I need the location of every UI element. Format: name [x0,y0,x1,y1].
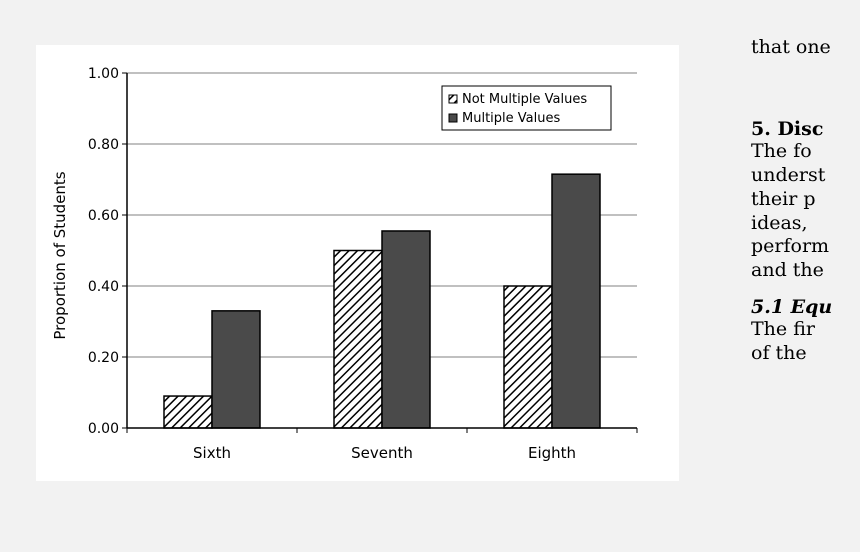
y-tick-label: 0.80 [88,137,119,153]
y-tick-label: 1.00 [88,66,119,82]
x-tick-label: Eighth [528,444,576,462]
text-line: of the [751,342,807,364]
bar-multiple [381,230,431,429]
legend-label: Not Multiple Values [462,92,587,107]
text-line: their p [751,188,816,210]
text-line: underst [751,164,826,186]
text-line: and the [751,259,824,281]
bars [163,173,601,429]
legend: Not Multiple Values Multiple Values [441,85,612,131]
bar-multiple [551,173,601,429]
y-tick-label: 0.00 [88,421,119,437]
bar-not-multiple [503,285,553,429]
axes: 0.00 0.20 0.40 0.60 0.80 1.00 Sixth Seventh Eigh… [51,66,638,462]
text-line: ideas, [751,212,808,234]
y-tick-label: 0.60 [88,208,119,224]
bar-not-multiple [333,249,383,429]
subsection-heading: 5.1 Equ [751,296,833,318]
y-tick-label: 0.40 [88,279,119,295]
chart-panel: 0.00 0.20 0.40 0.60 0.80 1.00 Sixth Seventh Eigh… [36,45,679,481]
text-line: The fo [751,140,812,162]
y-tick-label: 0.20 [88,350,119,366]
x-tick-label: Seventh [351,444,413,462]
section-heading: 5. Disc [751,118,824,140]
y-axis-label: Proportion of Students [51,171,69,339]
bar-not-multiple [163,395,213,429]
bar-multiple [211,310,261,429]
text-line: The fir [751,318,815,340]
bar-chart: 0.00 0.20 0.40 0.60 0.80 1.00 Sixth Seventh Eigh… [51,66,638,462]
legend-swatch [448,113,458,123]
x-tick-label: Sixth [193,444,231,462]
legend-label: Multiple Values [462,111,560,126]
legend-swatch [448,94,458,104]
text-line: that one [751,36,831,58]
side-text-column: that one 5. Disc The fo underst their p … [751,36,860,506]
text-line: perform [751,235,830,257]
legend-box [441,85,612,131]
